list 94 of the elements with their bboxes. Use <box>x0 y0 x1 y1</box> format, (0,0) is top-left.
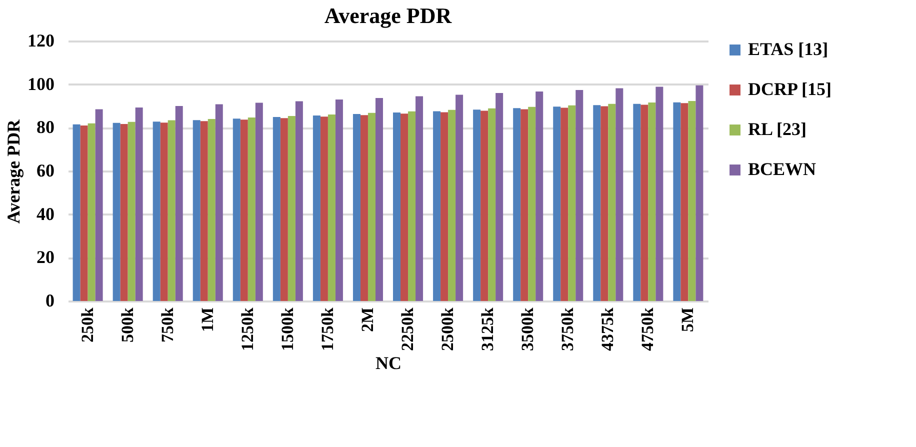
bar <box>288 116 296 301</box>
y-axis-title: Average PDR <box>4 118 24 224</box>
bar <box>680 103 688 301</box>
bar <box>488 108 496 301</box>
bar <box>248 117 256 301</box>
legend-label: BCEWN <box>748 159 816 179</box>
bar <box>192 120 200 301</box>
x-tick-label: 3125k <box>478 306 498 351</box>
bar <box>393 112 401 301</box>
legend-label: ETAS [13] <box>748 39 828 59</box>
bar <box>593 105 601 301</box>
x-tick-label: 1500k <box>278 306 297 351</box>
bar <box>208 119 216 301</box>
bar <box>240 120 248 301</box>
y-tick-label: 0 <box>46 290 54 310</box>
bar <box>320 116 328 301</box>
bar <box>473 110 481 301</box>
bar <box>160 122 168 301</box>
bar <box>520 109 528 301</box>
bar <box>648 102 656 301</box>
bar <box>135 108 143 301</box>
bar <box>175 106 183 301</box>
bar <box>408 111 416 301</box>
bar <box>448 110 456 301</box>
x-tick-label: 3500k <box>518 306 538 351</box>
chart-title: Average PDR <box>324 3 453 28</box>
bar <box>576 90 584 301</box>
bar <box>496 93 504 301</box>
y-tick-label: 40 <box>36 204 54 224</box>
bar <box>696 85 704 301</box>
bar <box>673 102 681 301</box>
y-tick-label: 20 <box>36 247 54 268</box>
bar <box>255 102 263 301</box>
bar <box>200 121 208 301</box>
bar <box>416 96 424 301</box>
bar <box>360 115 368 301</box>
bar <box>152 122 160 301</box>
bar <box>440 112 448 301</box>
bar <box>560 108 568 301</box>
x-tick-label: 5M <box>678 308 698 332</box>
bar <box>280 118 288 301</box>
bar <box>312 116 320 301</box>
bar <box>232 118 240 301</box>
bar <box>168 120 176 301</box>
bar <box>433 111 441 301</box>
bar <box>335 100 343 301</box>
bar <box>616 88 624 301</box>
bar <box>568 105 576 301</box>
bar <box>215 104 223 301</box>
bar <box>633 104 641 301</box>
bar <box>608 104 616 301</box>
bar <box>88 123 96 301</box>
bar <box>528 106 536 301</box>
bar <box>80 126 88 301</box>
legend-label: DCRP [15] <box>748 79 832 99</box>
bar <box>400 114 408 301</box>
bar <box>295 101 303 301</box>
x-tick-label: 3750k <box>558 306 578 351</box>
x-tick-label: 4750k <box>638 306 658 351</box>
bar <box>272 117 280 301</box>
bar <box>128 122 136 301</box>
bar <box>72 124 80 301</box>
x-tick-label: 250k <box>78 306 97 342</box>
bar <box>600 106 608 301</box>
bar <box>513 108 521 301</box>
bar <box>112 122 120 301</box>
bar <box>688 101 696 301</box>
x-axis-title: NC <box>376 352 402 373</box>
y-tick-label: 60 <box>36 160 54 180</box>
x-tick-label: 1M <box>198 308 217 332</box>
bar <box>480 110 488 301</box>
bar <box>656 86 664 301</box>
x-tick-label: 1250k <box>238 306 257 351</box>
bar <box>95 109 103 301</box>
bar <box>375 98 383 301</box>
x-tick-label: 4375k <box>598 306 618 351</box>
bar <box>553 106 561 301</box>
bar <box>120 124 128 301</box>
x-tick-label: 2500k <box>438 306 458 351</box>
bar <box>368 112 376 301</box>
bar <box>536 91 544 301</box>
legend-label: RL [23] <box>748 119 806 139</box>
x-tick-label: 750k <box>158 306 177 342</box>
x-tick-label: 2250k <box>398 306 418 351</box>
bar <box>640 104 648 301</box>
y-tick-label: 120 <box>28 30 54 50</box>
x-tick-label: 1750k <box>318 306 337 351</box>
bar <box>456 94 464 301</box>
bar <box>352 114 360 301</box>
y-tick-label: 80 <box>36 117 54 138</box>
x-tick-label: 500k <box>118 306 137 342</box>
y-tick-label: 100 <box>28 74 54 94</box>
bar <box>328 114 336 301</box>
x-tick-label: 2M <box>358 308 377 332</box>
